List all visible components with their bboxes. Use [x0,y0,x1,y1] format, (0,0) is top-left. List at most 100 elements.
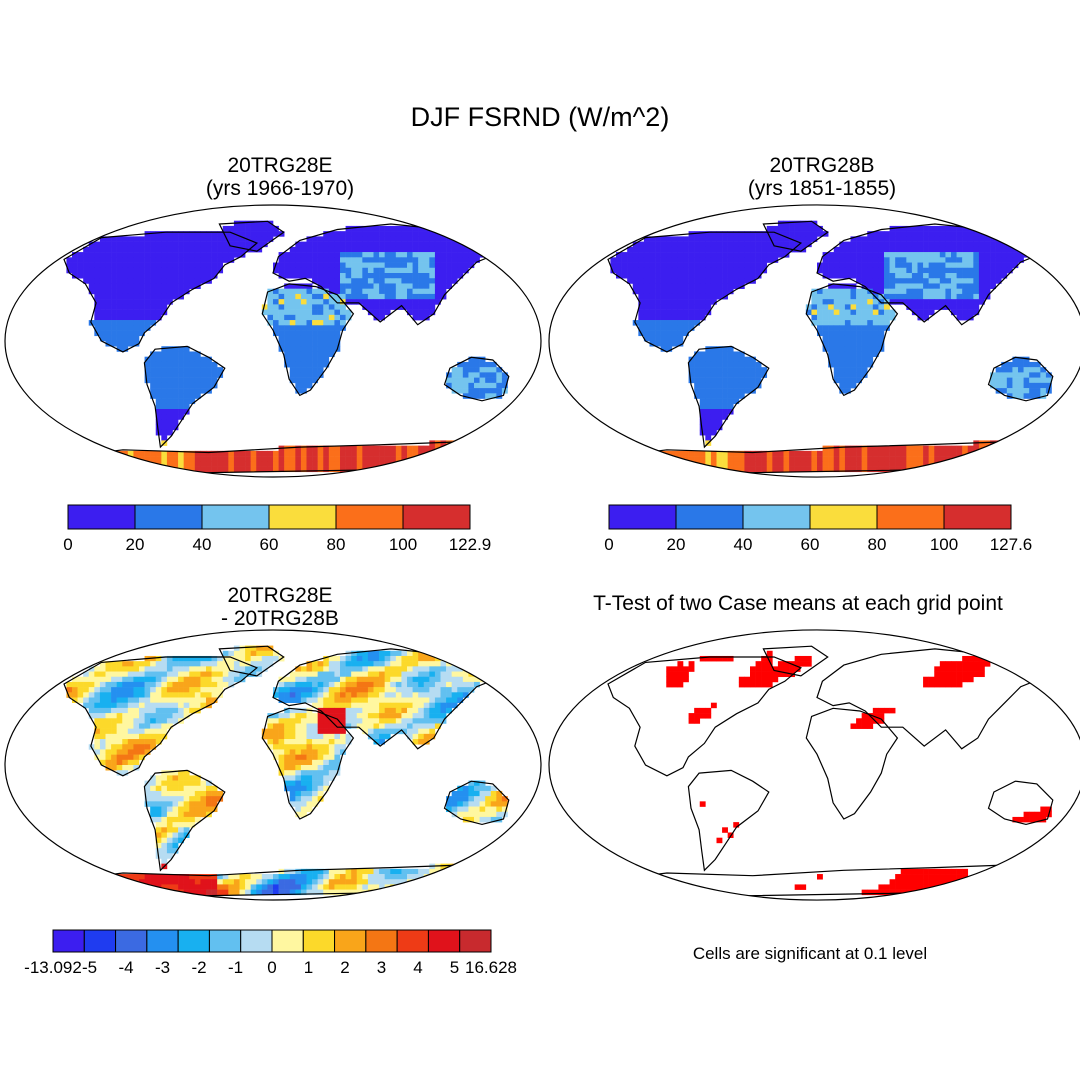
grid-cell [984,262,991,269]
grid-cell [284,335,291,342]
grid-cell [166,293,173,300]
grid-cell [839,273,846,279]
grid-cell [172,288,179,295]
panel-title-case2-line1: 20TRG28B [769,154,875,177]
grid-cell [412,445,419,452]
grid-cell [300,450,307,457]
grid-cell [323,241,330,248]
grid-cell [418,687,425,693]
grid-cell [1012,356,1019,363]
grid-cell [273,884,279,890]
grid-cell [833,299,840,305]
grid-cell [334,252,341,258]
grid-cell [710,288,717,295]
grid-cell [474,377,480,384]
grid-cell [1018,372,1024,378]
grid-cell [194,811,201,818]
grid-cell [122,671,129,678]
grid-cell [200,702,207,709]
grid-cell [699,252,706,258]
grid-cell [856,309,862,316]
grid-cell [166,278,173,284]
grid-cell [485,661,492,667]
grid-cell [649,273,656,279]
grid-cell [172,424,179,431]
grid-cell [161,671,168,678]
grid-cell [228,450,235,457]
grid-cell [384,676,391,683]
grid-cell [379,723,385,729]
grid-cell [705,424,712,431]
grid-cell [133,671,140,678]
grid-cell [738,377,745,384]
grid-cell [373,288,380,295]
grid-cell [1023,361,1030,368]
grid-cell [295,283,302,289]
grid-cell [434,884,441,890]
grid-cell [261,874,268,880]
grid-cell [111,456,117,462]
grid-cell [446,246,452,253]
grid-cell [395,288,402,295]
grid-cell [423,252,430,258]
grid-cell [939,466,946,473]
grid-cell [217,456,224,462]
grid-cell [334,299,341,305]
grid-cell [457,796,464,802]
grid-cell [833,262,840,269]
grid-cell [655,288,661,295]
grid-cell [462,868,469,875]
grid-cell [317,879,324,885]
grid-cell [211,466,218,473]
grid-cell [917,461,924,467]
grid-cell [334,723,341,729]
grid-cell [496,367,503,373]
grid-cell [166,687,173,693]
grid-cell [900,267,907,274]
grid-cell [761,367,768,373]
grid-cell [666,466,673,473]
grid-cell [817,330,823,337]
grid-cell [323,346,330,352]
grid-cell [783,225,790,232]
grid-cell [362,884,369,890]
grid-cell [822,288,829,295]
grid-cell [166,299,173,305]
grid-cell [1040,382,1047,389]
grid-cell [412,702,419,709]
grid-cell [649,288,656,295]
grid-cell [973,283,980,289]
grid-cell [183,273,190,279]
grid-cell [967,461,974,467]
grid-cell [429,868,436,875]
grid-cell [828,356,835,363]
grid-cell [973,257,980,263]
grid-cell [462,257,469,263]
grid-cell [733,398,740,405]
grid-cell [649,309,656,316]
grid-cell [744,388,751,394]
grid-cell [328,267,335,274]
grid-cell [844,466,851,473]
grid-cell [122,733,129,740]
grid-cell [323,236,330,242]
grid-cell [94,450,101,457]
grid-cell [1012,450,1019,457]
grid-cell [649,246,656,253]
grid-cell [738,372,745,378]
grid-cell [150,388,157,394]
grid-cell [122,346,129,352]
grid-cell [474,382,480,389]
grid-cell [462,367,469,373]
grid-cell [284,267,291,274]
grid-cell [710,429,717,436]
grid-cell [111,273,117,279]
grid-cell [744,356,751,363]
grid-cell [962,304,969,310]
grid-cell [217,655,224,662]
grid-cell [451,666,458,672]
grid-cell [990,372,996,378]
grid-cell [462,692,469,698]
grid-cell [412,304,419,310]
grid-cell [189,283,196,289]
